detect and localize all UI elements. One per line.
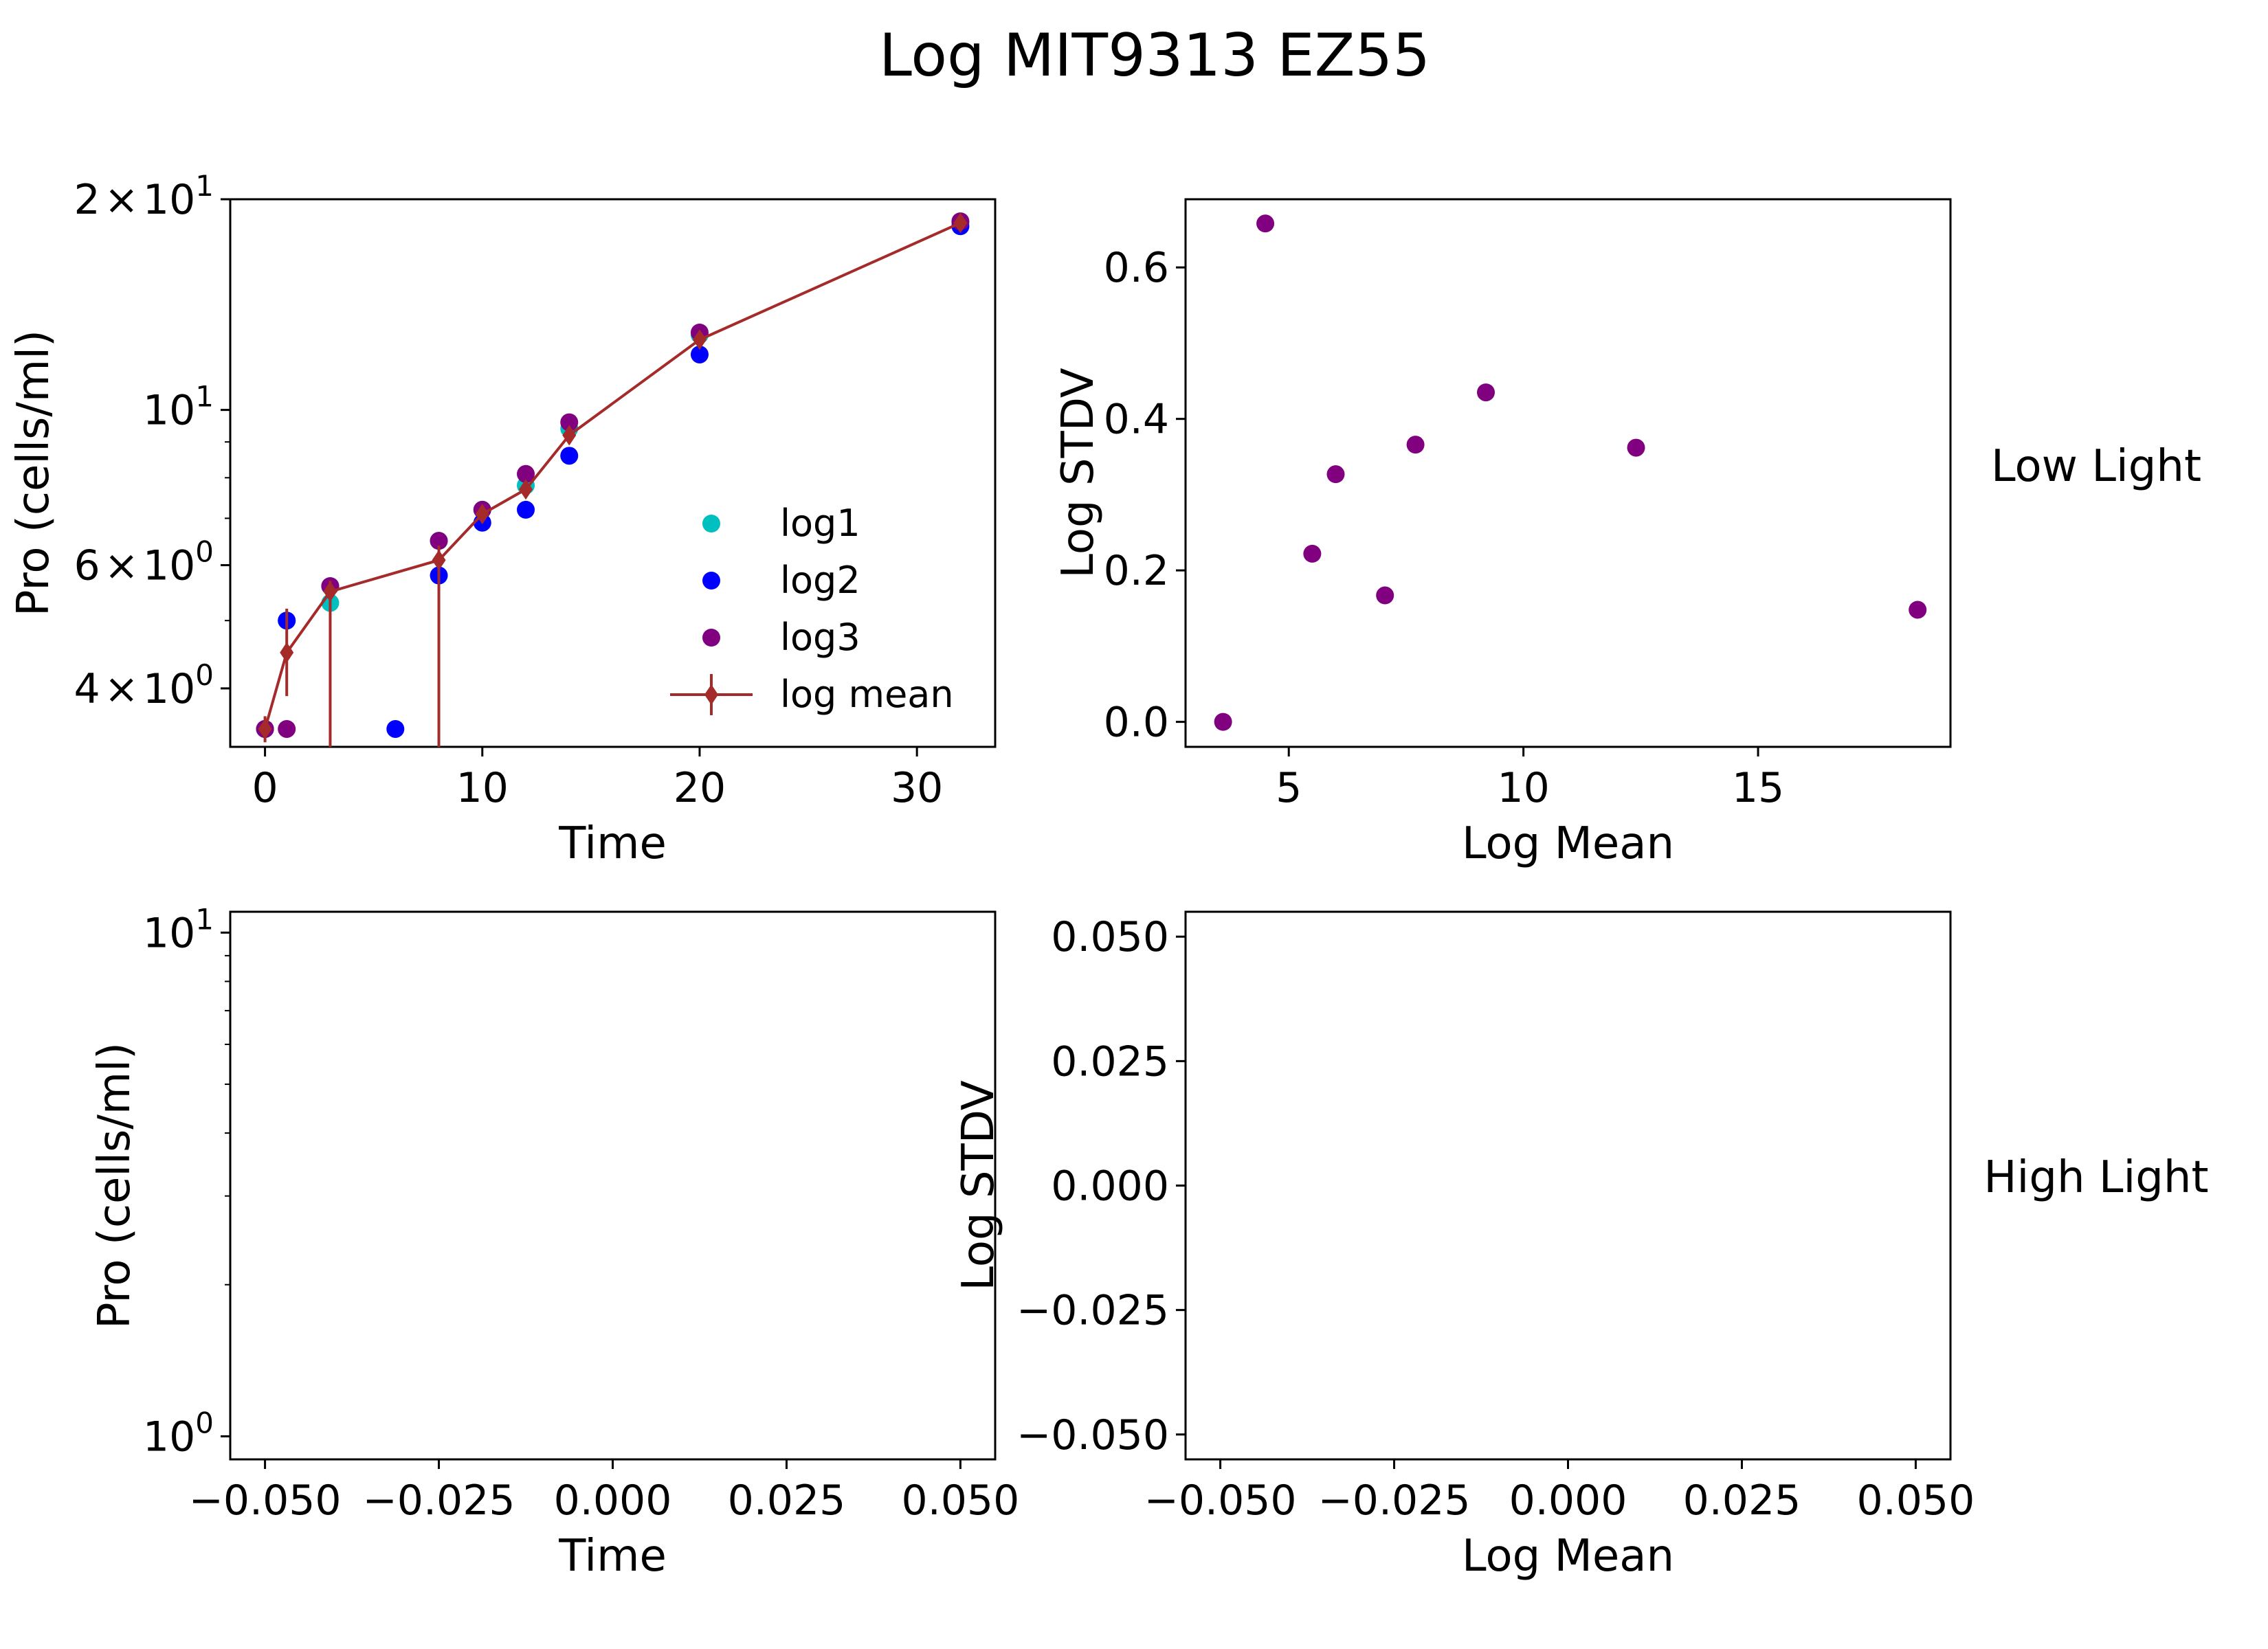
mean-marker [475,504,489,525]
mean-marker [519,479,533,500]
legend: log1 log2 log3 log mean [670,502,954,716]
x-tick-label: −0.025 [1318,1477,1471,1525]
x-tick-label: 0.025 [728,1477,846,1525]
data-point-log3 [517,464,535,483]
data-point [1627,438,1645,457]
x-tick-label: 0 [252,764,278,812]
y-tick-label: 0.4 [1104,396,1169,444]
mean-marker [692,329,707,350]
x-axis-label: Time [558,818,667,869]
mean-marker [953,212,968,234]
x-axis-label: Time [558,1531,667,1582]
x-tick-label: −0.025 [363,1477,515,1525]
panel-top-left: 0 10 20 30 4 × 100 6 × 100 101 2 × 101 Time Pro (cells/… [8,169,997,869]
x-tick-label: 5 [1276,764,1302,812]
mean-marker [432,550,446,571]
data-point [1406,436,1425,454]
x-tick-label: 0.050 [902,1477,1020,1525]
x-tick-label: 15 [1732,764,1784,812]
x-tick-label: −0.050 [1144,1477,1297,1525]
legend-label: log mean [780,673,954,716]
legend-label: log3 [780,616,860,659]
y-tick-label: 101 [143,380,214,435]
x-tick-label: 0.000 [1509,1477,1627,1525]
data-point-log3 [560,413,579,431]
x-tick-label: 10 [1497,764,1549,812]
x-tick-label: 0.050 [1857,1477,1975,1525]
data-point-log2 [690,345,709,363]
data-point-log2 [386,719,405,738]
data-point [1909,601,1927,619]
legend-label: log1 [780,502,860,545]
data-point-log2 [517,500,535,519]
y-tick-label: 0.2 [1104,547,1169,595]
legend-label: log2 [780,559,860,602]
y-tick-label: 100 [143,1406,214,1461]
mean-marker [562,425,577,446]
data-point [1376,586,1394,605]
y-tick-label: 6 × 100 [74,535,214,590]
legend-marker [702,515,720,532]
mean-marker [258,718,272,739]
panel-bottom-left: −0.050 −0.025 0.000 0.025 0.050 100 101 Time Pro… [89,902,1019,1582]
panel-top-right: 5 10 15 0.0 0.2 0.4 0.6 Log Mean Log STDV [1053,198,1952,869]
legend-marker [704,684,718,705]
data-point [1477,383,1496,402]
data-point-log3 [278,719,296,738]
y-tick-label: 0.025 [1051,1037,1169,1086]
x-tick-label: 10 [456,764,509,812]
x-tick-label: 30 [891,764,943,812]
row-label-high-light: High Light [1983,1152,2208,1203]
data-point [1214,713,1232,731]
y-axis-label: Log STDV [953,1080,1004,1291]
x-tick-label: 0.000 [554,1477,672,1525]
figure-title: Log MIT9313 EZ55 [879,21,1430,90]
y-tick-label: 101 [143,902,214,957]
y-tick-label: 2 × 101 [74,169,214,224]
x-tick-label: 20 [674,764,726,812]
x-axis-label: Log Mean [1462,818,1674,869]
x-tick-label: −0.050 [189,1477,342,1525]
legend-marker [702,629,720,647]
y-tick-label: 0.6 [1104,244,1169,292]
y-tick-label: 0.050 [1051,913,1169,961]
row-label-low-light: Low Light [1991,441,2201,492]
panel-bottom-right: −0.050 −0.025 0.000 0.025 0.050 −0.050 −0.025 0… [953,910,1975,1582]
x-axis-label: Log Mean [1462,1531,1674,1582]
data-point [1256,214,1275,233]
y-tick-label: −0.050 [1016,1411,1169,1459]
axes-frame [1184,198,1952,748]
mean-marker [323,581,337,603]
mean-marker [280,642,294,663]
data-point [1303,544,1322,563]
y-tick-label: 0.0 [1104,699,1169,747]
y-axis-label: Pro (cells/ml) [89,1042,140,1329]
y-tick-label: 0.000 [1051,1163,1169,1211]
legend-marker [702,572,720,590]
y-tick-label: 4 × 100 [74,658,214,713]
x-tick-label: 0.025 [1683,1477,1801,1525]
data-point-log3 [430,532,448,550]
data-point [1326,465,1345,484]
data-point-log2 [560,447,579,465]
y-axis-label: Pro (cells/ml) [8,330,59,616]
axes-frame [229,198,997,748]
y-tick-label: −0.025 [1016,1287,1169,1335]
y-axis-label: Log STDV [1053,368,1104,579]
